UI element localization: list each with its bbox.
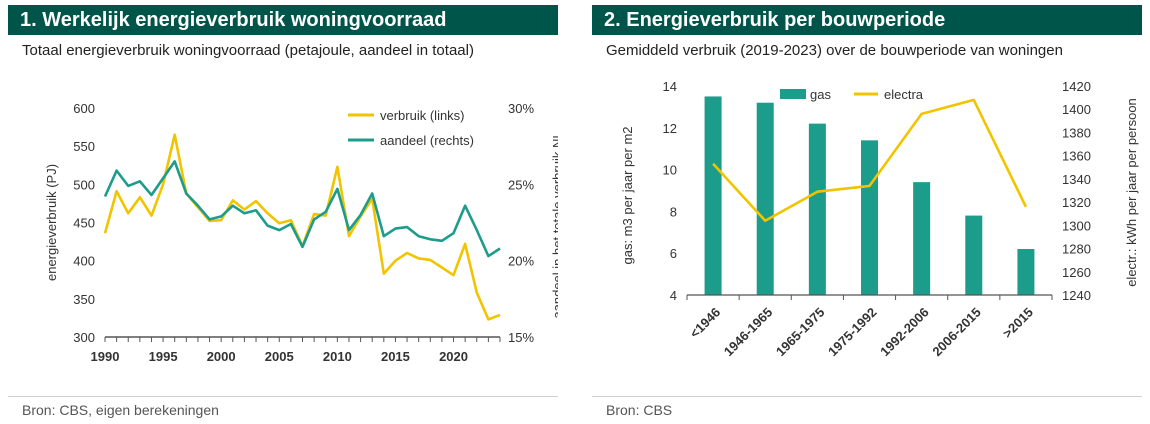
- legend-label: aandeel (rechts): [380, 133, 474, 148]
- y-right-tick-label: 1380: [1062, 125, 1091, 140]
- x-tick-label: 2000: [207, 349, 236, 364]
- y-right-tick-label: 1300: [1062, 218, 1091, 233]
- y-left-tick-label: 600: [73, 101, 95, 116]
- panel-energieverbruik-bouwperiode: 2. Energieverbruik per bouwperiode Gemid…: [592, 0, 1142, 424]
- bar-gas: [808, 123, 826, 296]
- y-left-tick-label: 500: [73, 177, 95, 192]
- panel2-footer-divider: [592, 396, 1142, 397]
- y-right-axis-title: electr.: kWh per jaar per persoon: [1124, 98, 1139, 287]
- series-line-electra: [712, 98, 1028, 222]
- panel1-footer-divider: [8, 396, 558, 397]
- x-tick-label: 2005: [265, 349, 294, 364]
- y-left-tick-label: 300: [73, 330, 95, 345]
- y-right-tick-label: 1400: [1062, 102, 1091, 117]
- bar-gas: [1017, 249, 1035, 295]
- legend-label: verbruik (links): [380, 108, 465, 123]
- y-left-tick-label: 350: [73, 292, 95, 307]
- x-tick-label: <1946: [687, 305, 723, 341]
- x-tick-label: 2020: [439, 349, 468, 364]
- panel2-title: 2. Energieverbruik per bouwperiode: [592, 5, 1142, 35]
- y-right-tick-label: 1360: [1062, 149, 1091, 164]
- y-left-tick-label: 8: [670, 204, 677, 219]
- legend-label: electra: [884, 87, 924, 102]
- panel1-source: Bron: CBS, eigen berekeningen: [22, 402, 219, 418]
- y-left-tick-label: 10: [663, 163, 677, 178]
- bar-gas: [965, 215, 983, 295]
- x-tick-label: 1995: [149, 349, 178, 364]
- y-right-tick-label: 20%: [508, 254, 534, 269]
- x-tick-label: >2015: [1000, 305, 1036, 341]
- legend-swatch: [780, 89, 806, 99]
- y-right-tick-label: 1420: [1062, 79, 1091, 94]
- y-right-tick-label: 1340: [1062, 172, 1091, 187]
- y-right-axis-title: aandeel in het totale verbruik NL: [550, 131, 558, 318]
- y-left-tick-label: 14: [663, 79, 677, 94]
- y-left-tick-label: 12: [663, 121, 677, 136]
- panel1-subtitle: Totaal energieverbruik woningvoorraad (p…: [22, 42, 474, 59]
- bar-gas: [704, 96, 722, 295]
- x-tick-label: 2010: [323, 349, 352, 364]
- chart-energieverbruik-bouwperiode: 14 12 10 8 6 4 1420 1400 1380 1360 1340 1320 1300 128…: [620, 79, 1139, 360]
- y-right-tick-label: 1320: [1062, 195, 1091, 210]
- y-left-tick-label: 4: [670, 288, 677, 303]
- series-line-aandeel: [103, 160, 501, 258]
- y-right-tick-label: 25%: [508, 177, 534, 192]
- chart-energieverbruik-lijnen: 600 550 500 450 400 350 300 30% 25% 20% 15% 1990 199…: [44, 101, 558, 364]
- y-left-tick-label: 550: [73, 139, 95, 154]
- panel1-title: 1. Werkelijk energieverbruik woningvoorr…: [8, 5, 558, 35]
- bar-gas: [756, 102, 774, 295]
- x-tick-label: 1992-2006: [877, 305, 932, 360]
- y-left-axis-title: energieverbruik (PJ): [44, 164, 59, 281]
- series-line-verbruik: [103, 133, 501, 321]
- y-right-tick-label: 1260: [1062, 265, 1091, 280]
- y-right-tick-label: 1280: [1062, 242, 1091, 257]
- y-right-tick-label: 30%: [508, 101, 534, 116]
- y-left-axis-title: gas: m3 per jaar per m2: [620, 126, 635, 264]
- x-tick-label: 1965-1975: [773, 305, 828, 360]
- x-tick-label: 2015: [381, 349, 410, 364]
- y-left-tick-label: 450: [73, 216, 95, 231]
- panel2-source: Bron: CBS: [606, 402, 673, 418]
- x-tick-label: 1946-1965: [721, 305, 776, 360]
- y-left-tick-label: 400: [73, 254, 95, 269]
- panel-energieverbruik-woningvoorraad: 1. Werkelijk energieverbruik woningvoorr…: [8, 0, 558, 424]
- bar-gas: [861, 140, 878, 295]
- x-tick-label: 1990: [91, 349, 120, 364]
- y-right-tick-label: 15%: [508, 330, 534, 345]
- legend-label: gas: [810, 87, 831, 102]
- x-tick-label: 2006-2015: [929, 305, 984, 360]
- y-left-tick-label: 6: [670, 246, 677, 261]
- bar-gas: [913, 182, 931, 295]
- panel2-subtitle: Gemiddeld verbruik (2019-2023) over de b…: [606, 42, 1063, 59]
- x-tick-label: 1975-1992: [825, 305, 880, 360]
- y-right-tick-label: 1240: [1062, 288, 1091, 303]
